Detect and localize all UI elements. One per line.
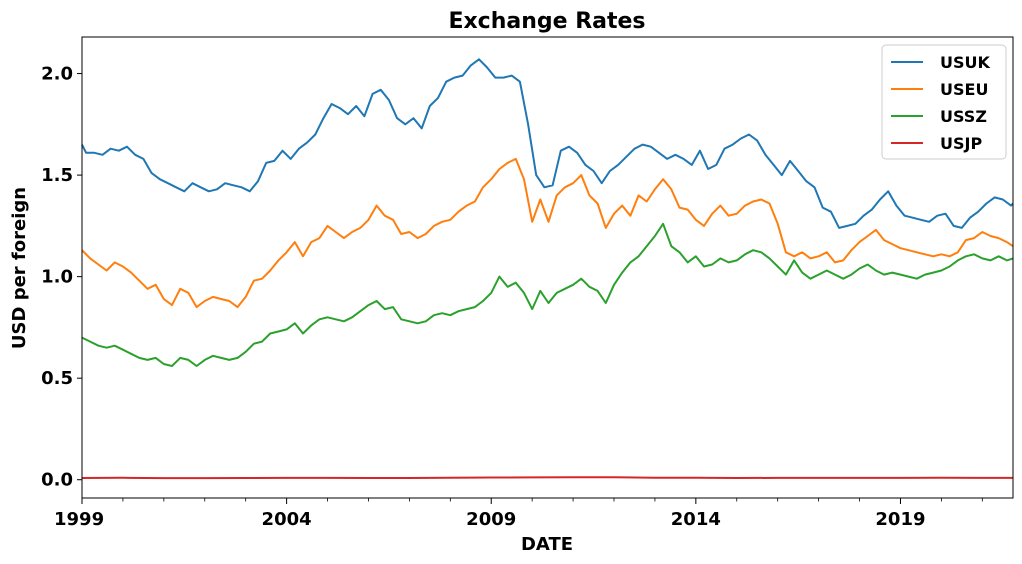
- series-line-usuk: [81, 58, 1014, 229]
- x-tick-label: 2009: [466, 509, 516, 530]
- legend-label-ussz: USSZ: [940, 107, 987, 126]
- series-line-usjp: [81, 476, 1013, 480]
- y-tick-label: 1.5: [41, 165, 73, 186]
- plot-area: 0.0 0.5 1.0 1.5 2.0 1999 2004 2009 2014 2019: [41, 36, 1014, 530]
- axes-frame: [81, 36, 1014, 499]
- x-tick-label: 1999: [54, 509, 104, 530]
- legend: USUK USEU USSZ USJP: [881, 44, 1007, 160]
- series-line-ussz: [81, 222, 1014, 367]
- y-tick-label: 0.5: [41, 368, 73, 389]
- x-tick-label: 2014: [671, 509, 721, 530]
- y-tick-label: 1.0: [41, 267, 73, 288]
- legend-label-useu: USEU: [940, 80, 988, 99]
- x-tick-label: 2004: [262, 509, 312, 530]
- y-tick-label: 2.0: [41, 64, 73, 85]
- legend-label-usjp: USJP: [940, 134, 982, 153]
- chart-title: Exchange Rates: [448, 9, 645, 34]
- series-line-useu: [81, 157, 1014, 309]
- legend-box: [881, 44, 1007, 160]
- x-axis-label: DATE: [521, 534, 573, 555]
- y-tick-label: 0.0: [41, 470, 73, 491]
- y-axis-label: USD per foreign: [9, 187, 30, 349]
- x-tick-label: 2019: [875, 509, 925, 530]
- legend-label-usuk: USUK: [940, 53, 991, 72]
